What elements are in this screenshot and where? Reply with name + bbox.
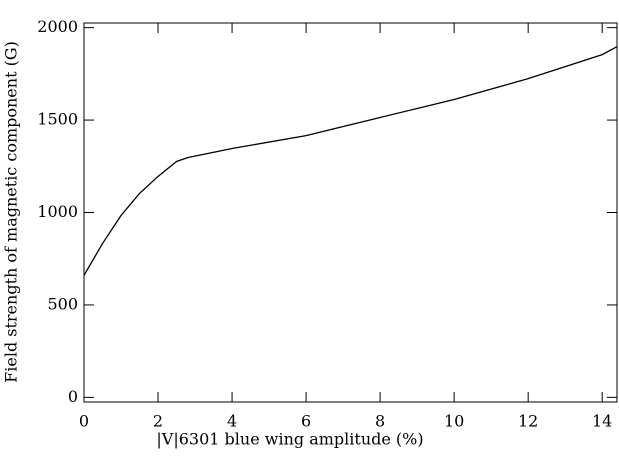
x-tick-label: 2 <box>153 412 163 431</box>
x-tick-label: 0 <box>79 412 89 431</box>
y-tick-label: 0 <box>68 387 78 406</box>
y-tick-label: 500 <box>47 294 78 313</box>
x-tick-label: 4 <box>227 412 237 431</box>
data-line <box>83 46 618 276</box>
y-axis-label: Field strength of magnetic component (G) <box>2 41 21 383</box>
x-tick-label: 10 <box>444 412 464 431</box>
x-axis-label: |V|6301 blue wing amplitude (%) <box>156 430 423 449</box>
x-tick-label: 8 <box>375 412 385 431</box>
x-tick-label: 14 <box>592 412 612 431</box>
x-tick-label: 12 <box>518 412 538 431</box>
x-tick-label: 6 <box>301 412 311 431</box>
y-tick-label: 1500 <box>37 110 78 129</box>
plot-frame <box>83 22 618 403</box>
y-tick-label: 1000 <box>37 202 78 221</box>
y-tick-label: 2000 <box>37 17 78 36</box>
